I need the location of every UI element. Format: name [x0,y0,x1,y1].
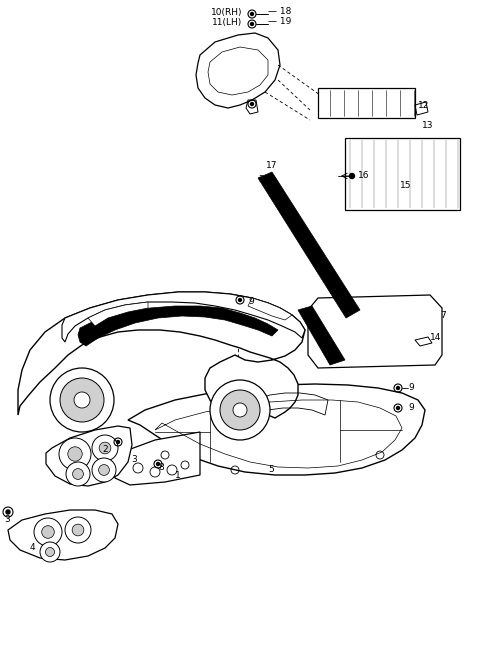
Circle shape [98,464,109,475]
Circle shape [6,510,10,514]
Circle shape [60,378,104,422]
Circle shape [239,299,241,301]
Circle shape [251,12,253,15]
Circle shape [251,23,253,26]
Polygon shape [258,172,360,318]
Circle shape [42,526,54,539]
Text: 6: 6 [242,317,248,326]
Text: 11(LH): 11(LH) [212,17,242,26]
Polygon shape [62,292,305,342]
Polygon shape [18,292,305,422]
Polygon shape [318,88,415,118]
Circle shape [396,386,399,390]
Text: 4: 4 [30,544,36,553]
Circle shape [349,174,355,179]
Text: 3: 3 [4,515,10,524]
Circle shape [92,435,118,461]
Text: 16: 16 [358,170,370,179]
Circle shape [46,548,55,557]
Text: 9: 9 [408,384,414,393]
Polygon shape [128,384,425,475]
Text: 3: 3 [131,455,137,464]
Text: — 19: — 19 [268,17,291,26]
Text: 20: 20 [258,175,269,184]
Text: 15: 15 [400,181,411,190]
Polygon shape [46,426,132,486]
Text: 8: 8 [158,464,164,473]
Text: 10(RH): 10(RH) [211,8,242,17]
Text: — 18: — 18 [268,8,291,17]
Circle shape [65,517,91,543]
Polygon shape [78,306,278,346]
Circle shape [66,462,90,486]
Circle shape [99,442,111,454]
Text: 7: 7 [440,310,446,319]
Circle shape [72,524,84,536]
Circle shape [68,447,82,461]
Text: 1: 1 [175,470,181,479]
Text: 9: 9 [248,297,254,306]
Circle shape [220,390,260,430]
Circle shape [92,458,116,482]
Circle shape [50,368,114,432]
Circle shape [74,392,90,408]
Text: 14: 14 [430,333,442,342]
Polygon shape [308,295,442,368]
Circle shape [72,469,84,479]
Circle shape [34,518,62,546]
Polygon shape [88,302,148,326]
Text: 13: 13 [422,121,433,130]
Polygon shape [248,298,292,320]
Polygon shape [345,138,460,210]
Circle shape [396,406,399,410]
Circle shape [40,542,60,562]
Circle shape [233,403,247,417]
Circle shape [210,380,270,440]
Polygon shape [298,306,345,365]
Circle shape [156,462,159,466]
Text: 9: 9 [408,404,414,413]
Circle shape [117,441,120,444]
Text: 2: 2 [102,446,108,455]
Text: 17: 17 [266,161,277,170]
Text: 5: 5 [268,466,274,475]
Circle shape [251,103,253,106]
Text: 12: 12 [418,101,430,110]
Polygon shape [112,432,200,485]
Circle shape [59,438,91,470]
Polygon shape [8,510,118,560]
